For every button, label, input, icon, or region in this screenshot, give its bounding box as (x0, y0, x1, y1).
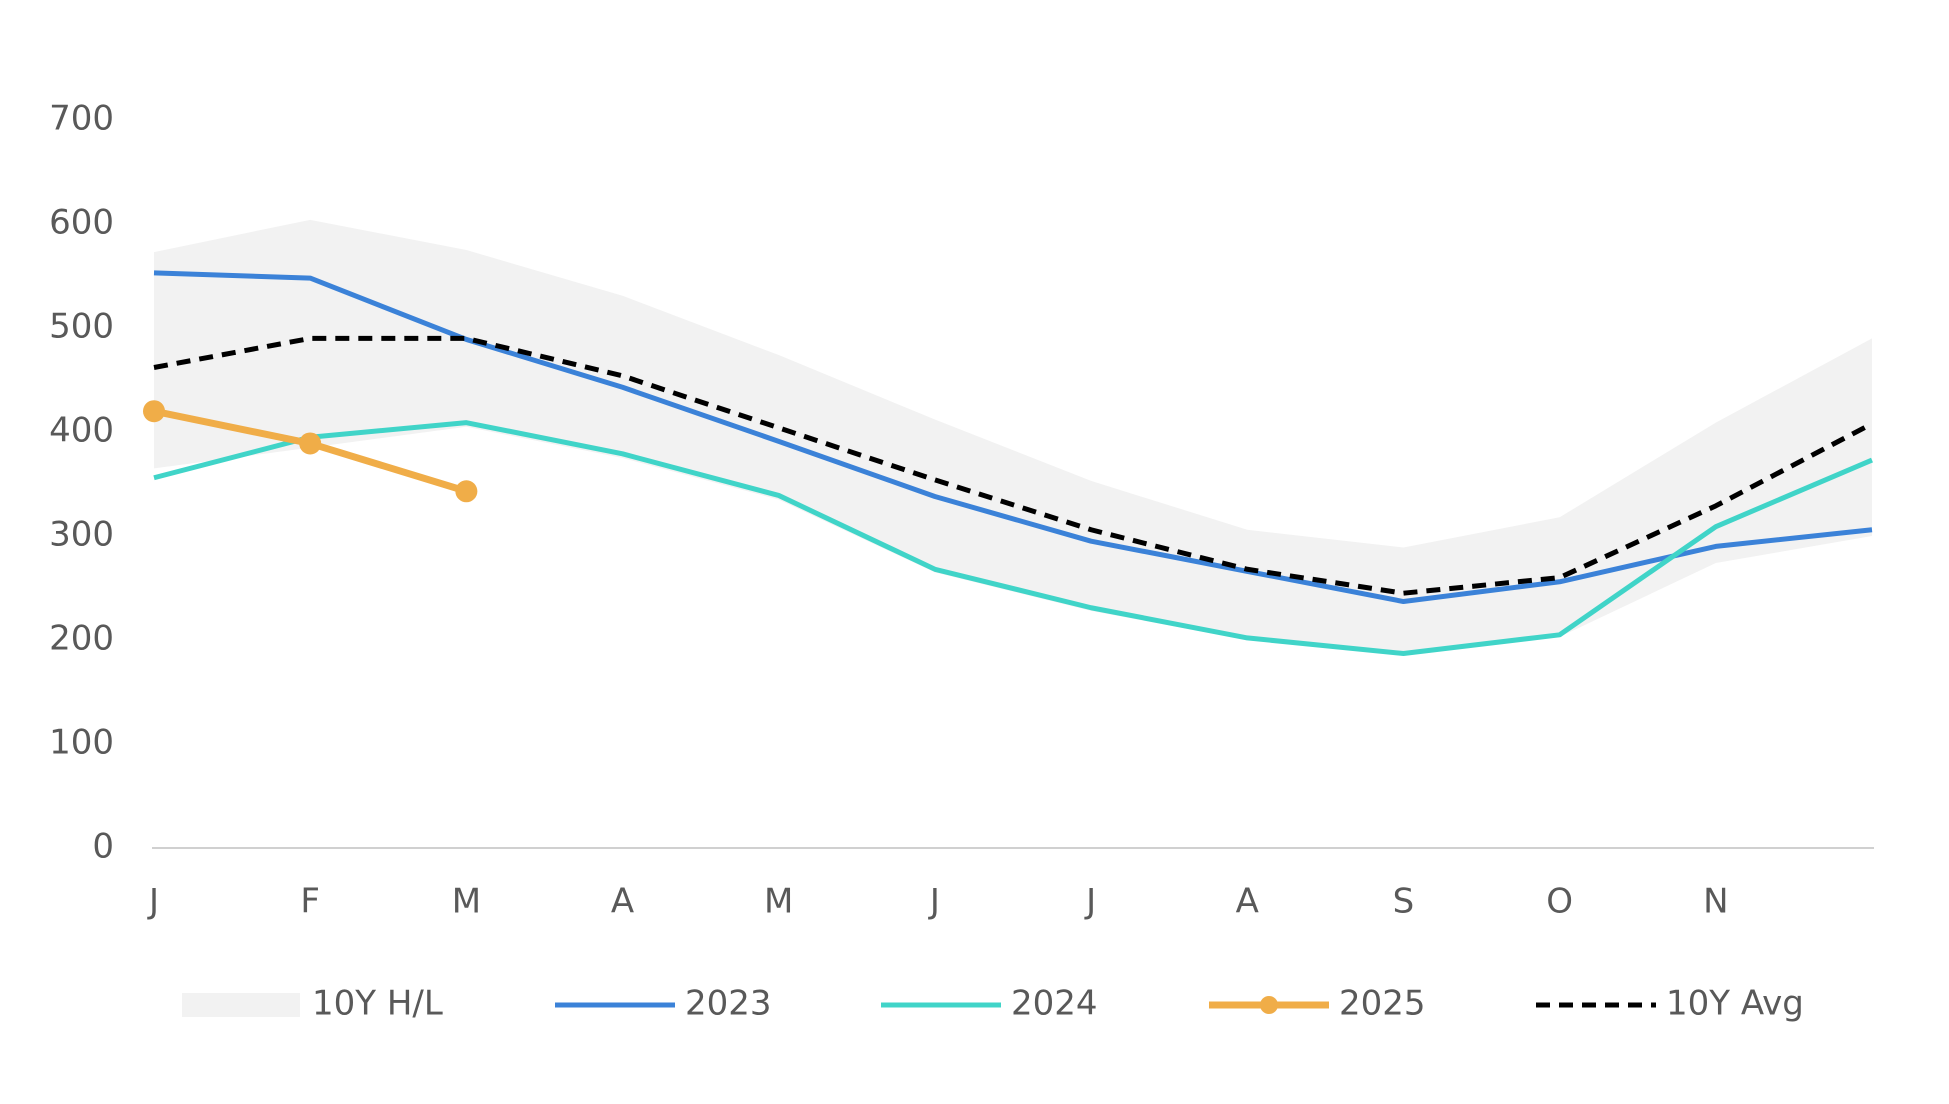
y-tick-label: 300 (49, 515, 114, 555)
y-tick-label: 700 (49, 99, 114, 139)
series-line (153, 420, 1873, 657)
legend-label: 2023 (685, 984, 772, 1024)
legend-label: 10Y H/L (312, 984, 443, 1024)
x-tick-label: O (1546, 882, 1573, 922)
x-tick-label: A (611, 882, 634, 922)
y-tick-label: 500 (49, 307, 114, 347)
x-tick-label: J (928, 882, 940, 922)
band-area (154, 219, 1872, 656)
x-tick-label: M (764, 882, 793, 922)
legend-swatch (182, 993, 300, 1017)
y-tick-label: 600 (49, 203, 114, 243)
y-tick-label: 100 (49, 723, 114, 763)
legend-marker (1260, 996, 1278, 1014)
y-tick-label: 200 (49, 619, 114, 659)
x-tick-label: F (300, 882, 320, 922)
y-tick-label: 0 (92, 827, 114, 867)
x-tick-label: J (1084, 882, 1096, 922)
legend-label: 2025 (1339, 984, 1426, 1024)
x-tick-label: S (1393, 882, 1415, 922)
series-line (153, 335, 1874, 596)
legend-label: 2024 (1011, 984, 1098, 1024)
x-tick-label: J (147, 882, 159, 922)
series-line (153, 270, 1873, 605)
x-tick-label: A (1236, 882, 1259, 922)
legend-label: 10Y Avg (1666, 984, 1804, 1024)
series-marker (299, 432, 322, 455)
series-marker (143, 400, 165, 423)
y-tick-label: 400 (49, 411, 114, 451)
series-marker (455, 480, 478, 503)
x-tick-label: M (452, 882, 481, 922)
x-tick-label: N (1703, 882, 1728, 922)
